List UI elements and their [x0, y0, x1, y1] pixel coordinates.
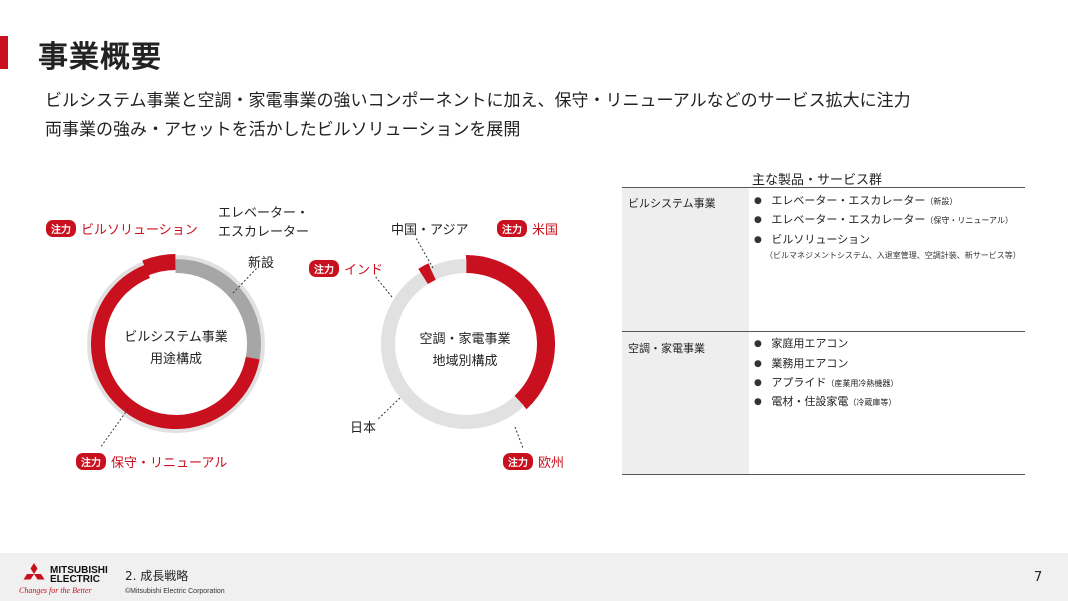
list-item: アプライド（産業用冷熱機器）: [754, 374, 898, 390]
donut-right-segment-japan: [381, 271, 525, 429]
leader-line-china-asia: [415, 237, 434, 269]
donut-right-center: 空調・家電事業 地域別構成: [419, 332, 511, 369]
list-item-note: （ビルマネジメントシステム、入退室管理、空調計装、新サービス等）: [765, 251, 1021, 260]
list-item: エレベーター・エスカレーター（新設）: [754, 192, 957, 208]
title-accent-bar: [0, 36, 8, 69]
row-business-building: ビルシステム事業: [628, 197, 716, 210]
donut-right-segment-europe: [511, 275, 555, 410]
leader-line-maintenance: [99, 408, 129, 449]
table-mid-rule: [622, 331, 1025, 332]
label-europe: 注力 欧州: [503, 452, 564, 471]
focus-tag: 注力: [46, 220, 76, 237]
page-number: 7: [1034, 570, 1043, 585]
subtitle-line-1: ビルシステム事業と空調・家電事業の強いコンポーネントに加え、保守・リニューアルな…: [45, 91, 911, 111]
table-title: 主な製品・サービス群: [752, 173, 883, 188]
leader-line-japan: [376, 397, 401, 421]
label-usa: 注力 米国: [497, 219, 558, 238]
label-maintenance: 注力 保守・リニューアル: [76, 452, 227, 471]
logo-slogan: Changes for the Better: [19, 586, 92, 595]
focus-tag: 注力: [309, 260, 339, 277]
list-item: 業務用エアコン: [754, 355, 848, 371]
donut-right-segment-china-asia: [429, 258, 467, 280]
donut-left-segment-elevator-new: [175, 258, 261, 360]
leader-line-india: [374, 275, 393, 298]
section-label: 2. 成長戦略: [125, 569, 189, 583]
list-item: 電材・住設家電（冷蔵庫等）: [754, 393, 896, 409]
label-elevator: エレベーター・ エスカレーター: [218, 206, 310, 240]
row-header-bg: [622, 188, 749, 331]
label-new-install: 新設: [248, 256, 275, 271]
logo-wordmark: MITSUBISHI ELECTRIC: [50, 565, 108, 585]
donut-left: [87, 254, 265, 433]
label-japan: 日本: [350, 421, 377, 436]
focus-tag: 注力: [497, 220, 527, 237]
donut-right-segment-india: [418, 263, 437, 285]
donut-left-center: ビルシステム事業 用途構成: [124, 330, 228, 367]
page-title: 事業概要: [38, 40, 162, 75]
row-header-bg: [622, 332, 749, 474]
donut-right: [381, 255, 555, 429]
table-bottom-rule: [622, 474, 1025, 475]
leader-line-new: [232, 267, 258, 294]
subtitle-line-2: 両事業の強み・アセットを活かしたビルソリューションを展開: [45, 120, 521, 140]
focus-tag: 注力: [76, 453, 106, 470]
donut-left-segment-building-solution: [142, 254, 176, 276]
table-top-rule: [622, 187, 1025, 188]
list-item: ビルソリューション: [754, 231, 870, 247]
copyright: ©Mitsubishi Electric Corporation: [125, 588, 225, 595]
focus-tag: 注力: [503, 453, 533, 470]
donut-right-segment-usa: [465, 255, 524, 290]
leader-line-europe: [514, 426, 524, 449]
donut-left-segment-maintenance: [91, 264, 260, 429]
list-item: エレベーター・エスカレーター（保守・リニューアル）: [754, 211, 1013, 227]
label-india: 注力 インド: [309, 259, 383, 278]
three-diamonds-icon: [23, 563, 45, 580]
list-item: 家庭用エアコン: [754, 335, 848, 351]
label-china-asia: 中国・アジア: [391, 223, 469, 238]
label-building-solution: 注力 ビルソリューション: [46, 219, 198, 238]
leader-lines: [99, 237, 524, 449]
row-business-hvac: 空調・家電事業: [628, 342, 705, 355]
footer-bar: [0, 553, 1068, 601]
